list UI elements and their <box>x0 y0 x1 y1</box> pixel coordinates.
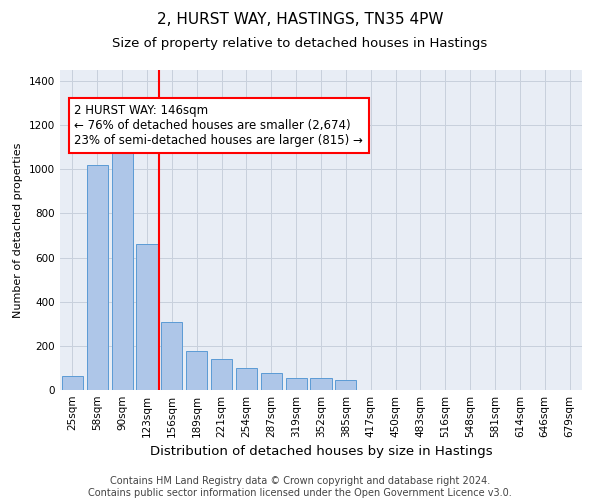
Text: 2 HURST WAY: 146sqm
← 76% of detached houses are smaller (2,674)
23% of semi-det: 2 HURST WAY: 146sqm ← 76% of detached ho… <box>74 104 363 147</box>
Text: Contains HM Land Registry data © Crown copyright and database right 2024.
Contai: Contains HM Land Registry data © Crown c… <box>88 476 512 498</box>
X-axis label: Distribution of detached houses by size in Hastings: Distribution of detached houses by size … <box>149 446 493 458</box>
Bar <box>310 378 332 390</box>
Bar <box>161 322 182 390</box>
Bar <box>87 165 108 390</box>
Bar <box>186 352 207 390</box>
Bar <box>211 359 232 390</box>
Bar <box>62 376 83 390</box>
Bar <box>236 368 257 390</box>
Bar <box>112 147 133 390</box>
Text: 2, HURST WAY, HASTINGS, TN35 4PW: 2, HURST WAY, HASTINGS, TN35 4PW <box>157 12 443 28</box>
Bar <box>136 244 158 390</box>
Bar <box>286 378 307 390</box>
Text: Size of property relative to detached houses in Hastings: Size of property relative to detached ho… <box>112 38 488 51</box>
Bar <box>261 374 282 390</box>
Bar <box>335 380 356 390</box>
Y-axis label: Number of detached properties: Number of detached properties <box>13 142 23 318</box>
